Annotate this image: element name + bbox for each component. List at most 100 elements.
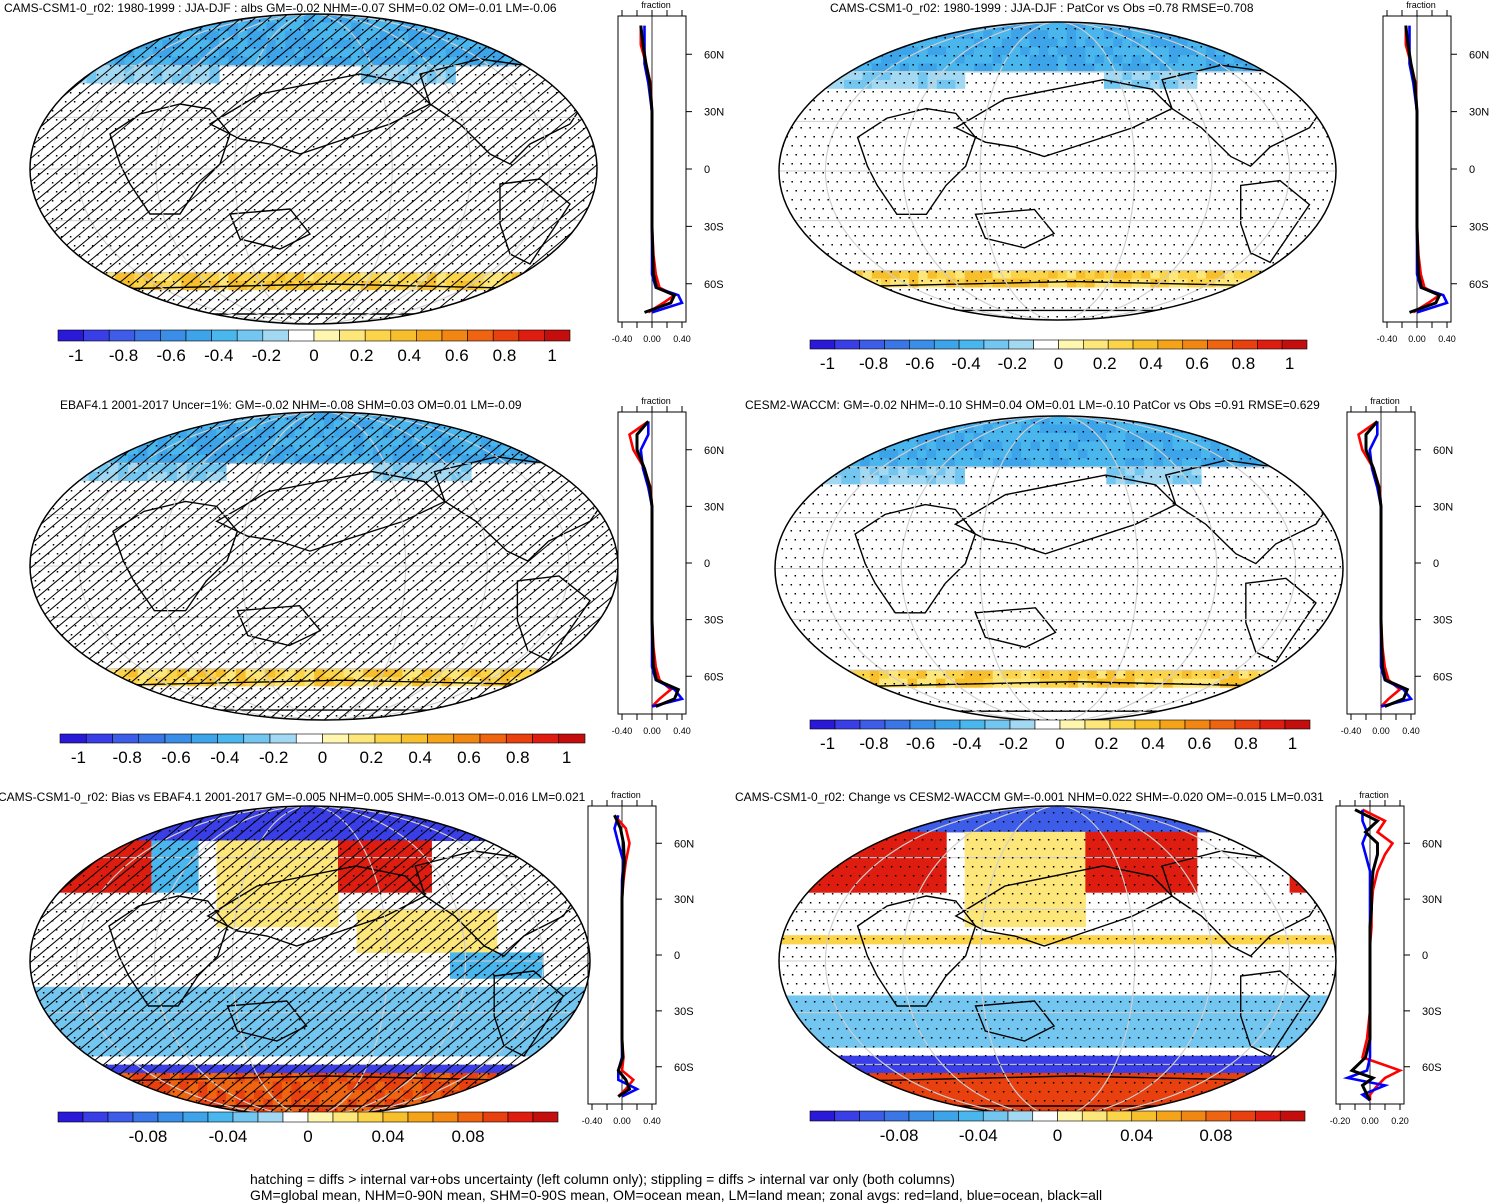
colorbar-tick-label: -0.08	[129, 1127, 168, 1146]
zonal-land-line	[628, 420, 673, 708]
colorbar-segment	[322, 733, 350, 744]
zonal-xtick-label: -0.40	[582, 1116, 603, 1126]
colorbar-segment	[1159, 719, 1186, 730]
zonal-ocean-line	[639, 421, 685, 708]
colorbar-segment	[138, 733, 166, 744]
zonal-xtick-label: 0.00	[643, 334, 661, 344]
colorbar-segment	[257, 1111, 284, 1123]
colorbar-tick-label: 0.8	[493, 346, 517, 365]
colorbar-tick-label: -0.2	[998, 354, 1027, 373]
colorbar-segment	[374, 733, 402, 744]
colorbar-segment	[1132, 339, 1159, 350]
colorbar-segment	[933, 1110, 959, 1122]
colorbar-segment	[834, 719, 861, 730]
caption-line-2: GM=global mean, NHM=0-90N mean, SHM=0-90…	[250, 1187, 1103, 1203]
zonal-xtick-label: 0.00	[1372, 726, 1390, 736]
colorbar-tick-label: 0.6	[457, 748, 481, 767]
colorbar-tick-label: 0	[1054, 354, 1063, 373]
map-border	[778, 21, 1337, 321]
zonal-lat-label: 30N	[674, 894, 694, 906]
colorbar-segment	[332, 1111, 359, 1123]
colorbar-tick-label: 0.4	[1139, 354, 1163, 373]
colorbar-segment	[348, 733, 376, 744]
colorbar-segment	[532, 1111, 559, 1123]
colorbar-tick-label: -0.2	[259, 748, 288, 767]
colorbar-segment	[313, 329, 340, 342]
zonal-land-line	[1357, 420, 1402, 708]
colorbar-segment	[809, 1110, 836, 1122]
zonal-lat-label: 60N	[704, 49, 724, 61]
colorbar-segment	[1279, 1110, 1306, 1122]
colorbar-tick-label: -0.8	[109, 346, 138, 365]
zonal-ocean-line	[1368, 421, 1414, 708]
zonal-title: fraction	[1406, 0, 1436, 10]
colorbar-segment	[1207, 339, 1233, 350]
colorbar-segment	[1084, 719, 1111, 730]
colorbar-segment	[884, 719, 911, 730]
colorbar-segment	[1057, 1110, 1083, 1122]
figure-caption: hatching = diffs > internal var+obs unce…	[250, 1171, 1102, 1203]
colorbar-tick-label: 1	[1285, 354, 1294, 373]
zonal-land-line	[1360, 808, 1404, 1101]
panel-title: CESM2-WACCM: GM=-0.02 NHM=-0.10 SHM=0.04…	[745, 398, 1320, 412]
colorbar-segment	[492, 329, 520, 342]
colorbar-tick-label: -1	[68, 346, 83, 365]
zonal-xtick-label: 0.00	[613, 1116, 631, 1126]
zonal-xtick-label: -0.40	[1341, 726, 1362, 736]
zonal-xtick-label: -0.40	[612, 726, 633, 736]
colorbar-tick-label: -0.6	[157, 346, 186, 365]
colorbar-segment	[908, 1110, 935, 1122]
colorbar-segment	[1107, 339, 1134, 350]
colorbar-segment	[262, 329, 289, 342]
colorbar-segment	[1182, 339, 1208, 350]
zonal-lat-label: 0	[1422, 950, 1428, 962]
colorbar-segment	[59, 733, 87, 744]
colorbar-segment	[1184, 719, 1211, 730]
zonal-lat-label: 60N	[1469, 49, 1489, 61]
colorbar-segment	[282, 1111, 309, 1123]
colorbar-segment	[182, 1111, 209, 1123]
panel-title: CAMS-CSM1-0_r02: Change vs CESM2-WACCM G…	[735, 790, 1324, 804]
zonal-lat-label: 60N	[1422, 838, 1442, 850]
colorbar-segment	[934, 719, 961, 730]
colorbar-tick-label: 1	[547, 346, 556, 365]
colorbar-segment	[1257, 339, 1283, 350]
colorbar-segment	[1232, 339, 1258, 350]
colorbar-segment	[185, 329, 212, 342]
zonal-lat-label: 60S	[674, 1062, 694, 1074]
colorbar-segment	[1205, 1110, 1232, 1122]
colorbar-segment	[232, 1111, 259, 1123]
zonal-title: fraction	[641, 396, 671, 406]
colorbar-segment	[457, 1111, 484, 1123]
colorbar-segment	[1284, 719, 1311, 730]
colorbar-tick-label: -0.08	[880, 1126, 919, 1145]
zonal-xtick-label: 0.40	[643, 1116, 661, 1126]
colorbar-segment	[190, 733, 218, 744]
colorbar-segment	[236, 329, 264, 342]
colorbar-segment	[1008, 339, 1034, 350]
zonal-lat-label: 30S	[674, 1006, 694, 1018]
zonal-lat-label: 30S	[1422, 1006, 1442, 1018]
colorbar-segment	[400, 733, 428, 744]
colorbar-tick-label: 0.4	[1141, 734, 1165, 753]
colorbar-segment	[482, 1111, 509, 1123]
colorbar-tick-label: -0.8	[859, 354, 888, 373]
colorbar-segment	[909, 339, 935, 350]
zonal-lat-label: 0	[1469, 164, 1475, 176]
colorbar-segment	[1234, 719, 1261, 730]
colorbar-segment	[505, 733, 533, 744]
colorbar-segment	[132, 1111, 159, 1123]
zonal-all-line	[613, 814, 632, 1098]
colorbar-segment	[1156, 1110, 1182, 1122]
panel-title: CAMS-CSM1-0_r02: 1980-1999 : JJA-DJF : P…	[830, 1, 1254, 15]
colorbar-segment	[859, 719, 886, 730]
colorbar-segment	[1083, 339, 1109, 350]
colorbar-segment	[269, 733, 297, 744]
zonal-xtick-label: 0.00	[1408, 334, 1426, 344]
colorbar-segment	[1007, 1110, 1034, 1122]
colorbar-segment	[834, 339, 860, 350]
zonal-title: fraction	[611, 790, 641, 800]
zonal-lat-label: 30N	[704, 107, 724, 119]
caption-line-1: hatching = diffs > internal var+obs unce…	[250, 1171, 955, 1187]
colorbar-tick-label: 0.8	[1232, 354, 1256, 373]
